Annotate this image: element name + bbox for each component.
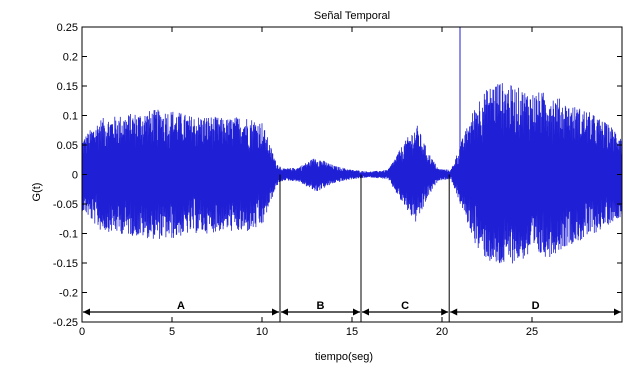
axis-ticks: 0 5 10 15 20 25 -0.25 -0.2 -0.15 -0.1 -0.05 0 0.05 0.… xyxy=(53,22,622,338)
x-tick-label: 5 xyxy=(169,326,175,338)
segment-arrowhead xyxy=(362,308,369,316)
y-tick-label: 0.15 xyxy=(57,81,78,93)
y-tick-label: -0.25 xyxy=(53,317,78,329)
y-tick-label: 0.2 xyxy=(63,52,78,64)
x-tick-label: 10 xyxy=(256,326,268,338)
y-axis-label: G(t) xyxy=(31,183,43,202)
signal-line xyxy=(81,83,623,264)
segment-arrowhead xyxy=(614,308,621,316)
y-tick-label: 0 xyxy=(72,170,78,182)
y-tick-label: 0.1 xyxy=(63,111,78,123)
x-tick-label: 15 xyxy=(346,326,358,338)
segment-label-C: C xyxy=(401,300,409,312)
plot-data xyxy=(81,27,623,264)
y-tick-label: -0.1 xyxy=(59,229,78,241)
segment-arrowhead xyxy=(281,308,288,316)
x-tick-label: 20 xyxy=(436,326,448,338)
y-tick-label: 0.05 xyxy=(57,140,78,152)
segment-arrowhead xyxy=(441,308,449,316)
segment-arrowhead xyxy=(353,308,360,316)
y-tick-label: -0.05 xyxy=(53,199,78,211)
y-tick-label: -0.15 xyxy=(53,258,78,270)
x-tick-label: 25 xyxy=(526,326,538,338)
chart-title: Señal Temporal xyxy=(314,10,390,22)
segment-arrowhead xyxy=(450,308,458,316)
segment-arrowhead xyxy=(272,308,279,316)
segment-label-D: D xyxy=(532,300,540,312)
segment-annotations: A B C D xyxy=(83,174,621,322)
x-tick-label: 0 xyxy=(79,326,85,338)
x-axis-label: tiempo(seg) xyxy=(315,351,373,363)
segment-arrowhead xyxy=(83,308,90,316)
segment-label-B: B xyxy=(317,300,325,312)
y-tick-label: -0.2 xyxy=(59,288,78,300)
y-tick-label: 0.25 xyxy=(57,22,78,34)
segment-label-A: A xyxy=(177,300,185,312)
